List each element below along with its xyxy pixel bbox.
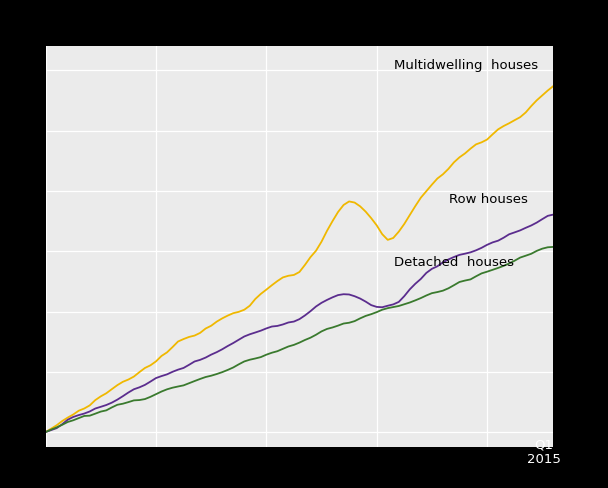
Text: Row houses: Row houses xyxy=(449,193,528,206)
Text: Multidwelling  houses: Multidwelling houses xyxy=(393,59,537,72)
Text: Q1
2015: Q1 2015 xyxy=(527,438,561,466)
Text: Detached  houses: Detached houses xyxy=(393,256,514,269)
